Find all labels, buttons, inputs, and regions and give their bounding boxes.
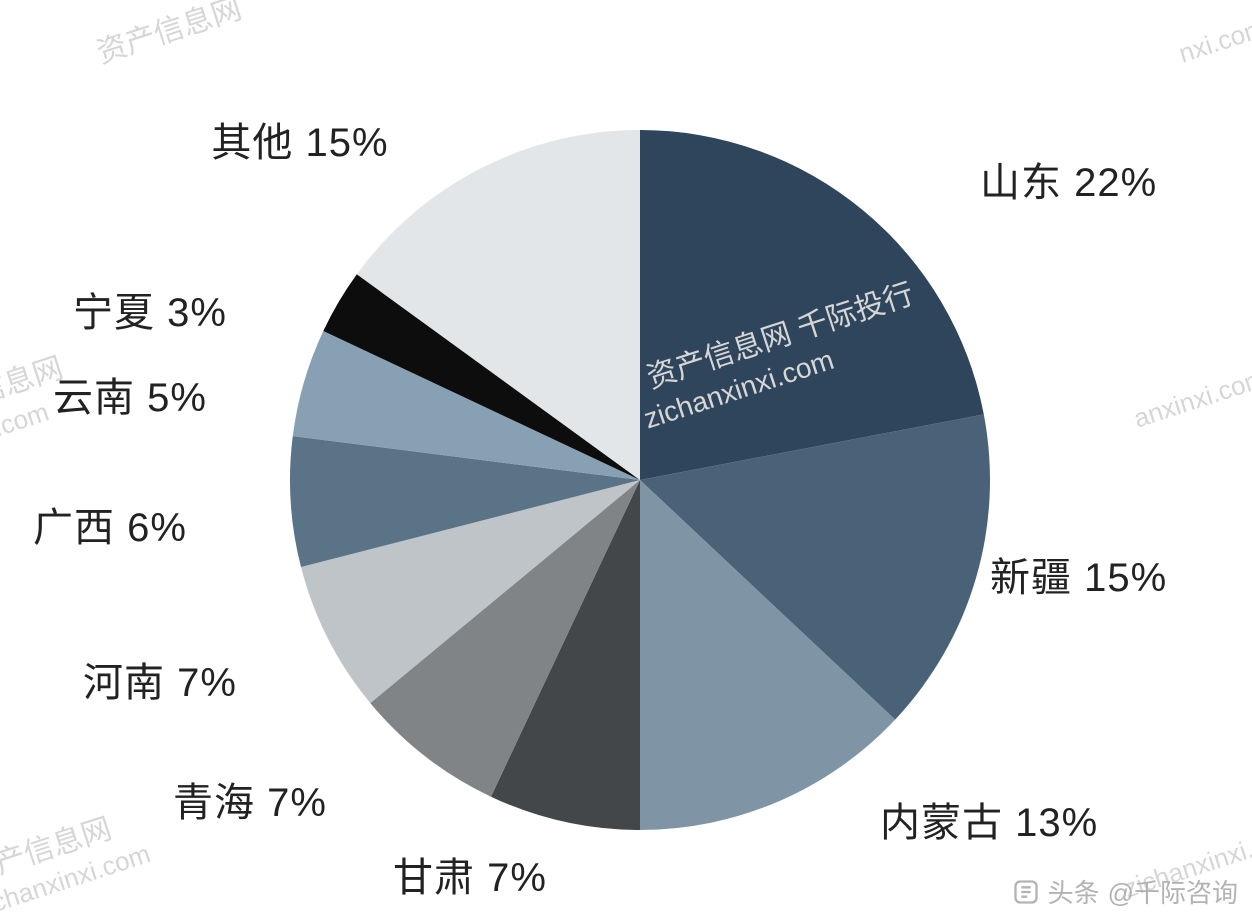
pie-label: 河南 7% bbox=[83, 650, 237, 708]
pie-label: 内蒙古 13% bbox=[880, 790, 1098, 848]
pie-label: 甘肃 7% bbox=[393, 845, 547, 903]
pie-label: 新疆 15% bbox=[990, 545, 1167, 603]
attribution-handle: @千际咨询 bbox=[1108, 873, 1238, 910]
pie-label: 宁夏 3% bbox=[73, 280, 227, 338]
pie-chart-container: 山东 22% 新疆 15% 内蒙古 13% 甘肃 7% 青海 7% 河南 7% 广西 6% 云… bbox=[0, 0, 1252, 920]
attribution: 头条 @千际咨询 bbox=[1012, 873, 1238, 910]
pie-label: 广西 6% bbox=[33, 495, 187, 553]
pie-label: 青海 7% bbox=[173, 770, 327, 828]
attribution-prefix: 头条 bbox=[1048, 873, 1100, 910]
pie-label: 其他 15% bbox=[211, 110, 388, 168]
toutiao-icon bbox=[1012, 878, 1040, 906]
pie-label: 山东 22% bbox=[980, 150, 1157, 208]
pie-label: 云南 5% bbox=[53, 365, 207, 423]
